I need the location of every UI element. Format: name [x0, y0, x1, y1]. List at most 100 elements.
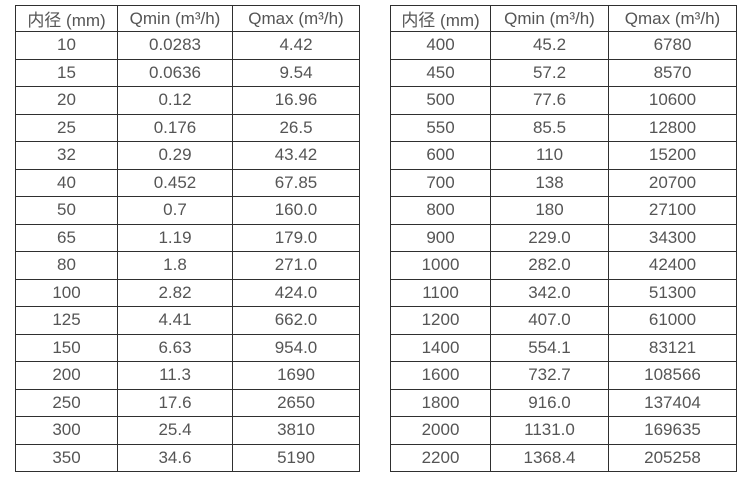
header-inner-diameter: 内径 (mm) — [390, 5, 491, 32]
table-cell: 27100 — [608, 196, 737, 225]
table-row: 2200 1368.4 205258 — [390, 443, 737, 472]
flow-rate-table-small-diameters: 内径 (mm) Qmin (m³/h) Qmax (m³/h) 10 0.0283… — [15, 5, 360, 472]
table-cell: 350 — [15, 443, 118, 472]
table-cell: 67.85 — [232, 168, 360, 197]
table-row: 25 0.176 26.5 — [15, 113, 360, 142]
table-row: 300 25.4 3810 — [15, 416, 360, 445]
table-cell: 1000 — [390, 251, 491, 280]
table-row: 1200 407.0 61000 — [390, 306, 737, 335]
table-cell: 500 — [390, 86, 491, 115]
table-cell: 400 — [390, 31, 491, 60]
table-row: 1400 554.1 83121 — [390, 333, 737, 362]
table-cell: 6780 — [608, 31, 737, 60]
table-row: 500 77.6 10600 — [390, 86, 737, 115]
table-cell: 550 — [390, 113, 491, 142]
table-cell: 32 — [15, 141, 118, 170]
table-cell: 1690 — [232, 361, 360, 390]
table-cell: 83121 — [608, 333, 737, 362]
table-cell: 12800 — [608, 113, 737, 142]
table-cell: 700 — [390, 168, 491, 197]
table-cell: 6.63 — [117, 333, 233, 362]
table-cell: 1131.0 — [490, 416, 609, 445]
table-cell: 26.5 — [232, 113, 360, 142]
table-cell: 229.0 — [490, 223, 609, 252]
table-cell: 100 — [15, 278, 118, 307]
table-cell: 169635 — [608, 416, 737, 445]
table-cell: 42400 — [608, 251, 737, 280]
table-cell: 43.42 — [232, 141, 360, 170]
table-row: 50 0.7 160.0 — [15, 196, 360, 225]
table-row: 250 17.6 2650 — [15, 388, 360, 417]
table-row: 1800 916.0 137404 — [390, 388, 737, 417]
table-cell: 8570 — [608, 58, 737, 87]
table-cell: 954.0 — [232, 333, 360, 362]
header-qmax: Qmax (m³/h) — [232, 5, 360, 32]
table-cell: 0.12 — [117, 86, 233, 115]
table-cell: 732.7 — [490, 361, 609, 390]
table-row: 800 180 27100 — [390, 196, 737, 225]
table-cell: 282.0 — [490, 251, 609, 280]
table-cell: 20700 — [608, 168, 737, 197]
header-qmin: Qmin (m³/h) — [117, 5, 233, 32]
table-cell: 916.0 — [490, 388, 609, 417]
table-row: 400 45.2 6780 — [390, 31, 737, 60]
table-cell: 16.96 — [232, 86, 360, 115]
table-cell: 342.0 — [490, 278, 609, 307]
table-cell: 25 — [15, 113, 118, 142]
table-cell: 1200 — [390, 306, 491, 335]
table-cell: 1100 — [390, 278, 491, 307]
table-row: 2000 1131.0 169635 — [390, 416, 737, 445]
table-cell: 4.42 — [232, 31, 360, 60]
table-cell: 900 — [390, 223, 491, 252]
table-cell: 34300 — [608, 223, 737, 252]
table-cell: 179.0 — [232, 223, 360, 252]
table-cell: 51300 — [608, 278, 737, 307]
table-cell: 0.452 — [117, 168, 233, 197]
table-cell: 0.176 — [117, 113, 233, 142]
table-cell: 1600 — [390, 361, 491, 390]
table-row: 1100 342.0 51300 — [390, 278, 737, 307]
table-cell: 5190 — [232, 443, 360, 472]
table-cell: 250 — [15, 388, 118, 417]
table-cell: 61000 — [608, 306, 737, 335]
table-cell: 150 — [15, 333, 118, 362]
table-row: 1600 732.7 108566 — [390, 361, 737, 390]
table-row: 150 6.63 954.0 — [15, 333, 360, 362]
table-cell: 15200 — [608, 141, 737, 170]
table-header-row: 内径 (mm) Qmin (m³/h) Qmax (m³/h) — [15, 5, 360, 32]
table-cell: 0.0636 — [117, 58, 233, 87]
table-cell: 2000 — [390, 416, 491, 445]
table-row: 15 0.0636 9.54 — [15, 58, 360, 87]
table-cell: 0.0283 — [117, 31, 233, 60]
table-row: 100 2.82 424.0 — [15, 278, 360, 307]
table-row: 1000 282.0 42400 — [390, 251, 737, 280]
table-cell: 34.6 — [117, 443, 233, 472]
table-cell: 2200 — [390, 443, 491, 472]
table-cell: 1400 — [390, 333, 491, 362]
table-row: 200 11.3 1690 — [15, 361, 360, 390]
table-row: 900 229.0 34300 — [390, 223, 737, 252]
table-row: 125 4.41 662.0 — [15, 306, 360, 335]
table-cell: 10 — [15, 31, 118, 60]
table-cell: 15 — [15, 58, 118, 87]
header-inner-diameter: 内径 (mm) — [15, 5, 118, 32]
table-cell: 2.82 — [117, 278, 233, 307]
table-cell: 25.4 — [117, 416, 233, 445]
flow-rate-table-large-diameters: 内径 (mm) Qmin (m³/h) Qmax (m³/h) 400 45.2 6… — [390, 5, 737, 472]
table-cell: 554.1 — [490, 333, 609, 362]
table-cell: 800 — [390, 196, 491, 225]
table-row: 80 1.8 271.0 — [15, 251, 360, 280]
table-cell: 424.0 — [232, 278, 360, 307]
table-cell: 20 — [15, 86, 118, 115]
table-cell: 4.41 — [117, 306, 233, 335]
table-cell: 40 — [15, 168, 118, 197]
table-cell: 45.2 — [490, 31, 609, 60]
table-cell: 271.0 — [232, 251, 360, 280]
table-cell: 137404 — [608, 388, 737, 417]
table-row: 600 110 15200 — [390, 141, 737, 170]
table-cell: 1800 — [390, 388, 491, 417]
table-cell: 300 — [15, 416, 118, 445]
table-row: 700 138 20700 — [390, 168, 737, 197]
table-cell: 11.3 — [117, 361, 233, 390]
